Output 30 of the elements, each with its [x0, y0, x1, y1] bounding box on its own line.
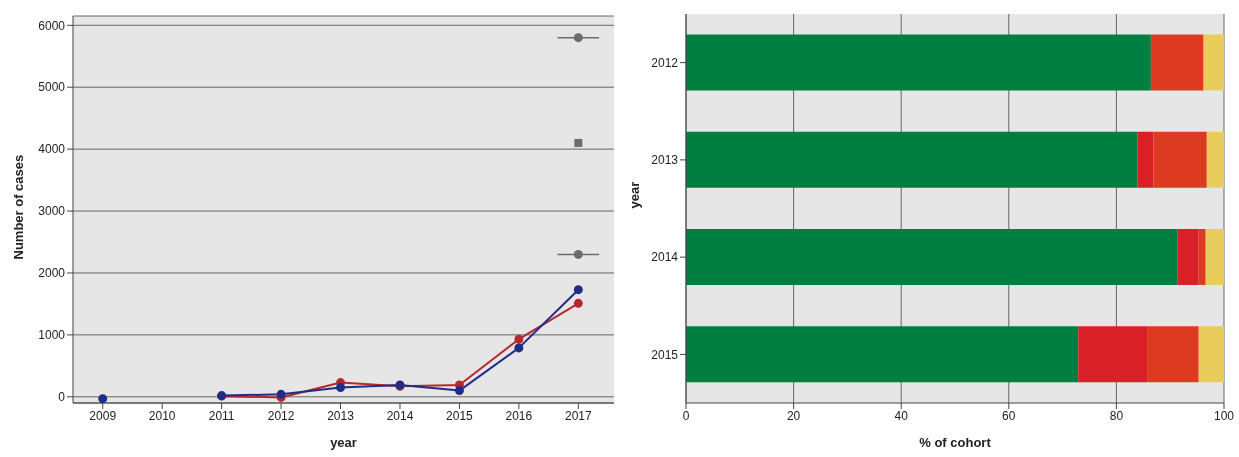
x-tick-label: 0 [682, 408, 690, 423]
x-tick-label: 2016 [505, 408, 533, 423]
y-tick-label: 5000 [38, 80, 66, 95]
x-tick-label: 2017 [564, 408, 592, 423]
x-tick-label: 2011 [208, 408, 235, 423]
y-axis-title: year [626, 181, 642, 209]
x-tick-label: 2014 [386, 408, 414, 423]
x-tick-label: 20 [786, 408, 801, 423]
x-tick-label: 2012 [267, 408, 295, 423]
y-tick-label: 2000 [38, 266, 66, 281]
y-tick-label: 2013 [651, 153, 679, 168]
y-tick-label: 2014 [651, 250, 679, 265]
x-tick-label: 2015 [446, 408, 474, 423]
x-tick-label: 80 [1109, 408, 1124, 423]
x-tick-label: 2009 [89, 408, 117, 423]
x-tick-label: 2010 [148, 408, 176, 423]
y-axis-title: Number of cases [10, 154, 26, 260]
y-tick-label: 3000 [38, 204, 66, 219]
x-axis-title: year [330, 435, 357, 450]
y-tick-label: 4000 [38, 142, 66, 157]
x-tick-label: 100 [1213, 408, 1235, 423]
y-tick-label: 6000 [38, 18, 66, 33]
x-axis-title: % of cohort [919, 435, 992, 450]
y-tick-label: 2012 [651, 55, 679, 70]
x-tick-label: 2013 [327, 408, 355, 423]
x-tick-label: 40 [894, 408, 909, 423]
y-tick-label: 2015 [651, 347, 679, 362]
x-tick-label: 60 [1002, 408, 1016, 423]
y-tick-label: 0 [58, 390, 66, 405]
y-tick-label: 1000 [38, 328, 66, 343]
